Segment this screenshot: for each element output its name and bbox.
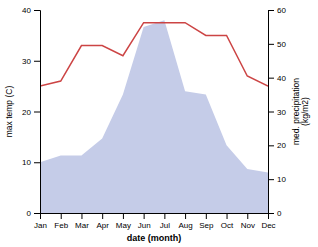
line	[40, 23, 268, 86]
tick-label: 0	[277, 209, 282, 218]
tick-mark	[268, 145, 274, 146]
tick: Mar	[75, 213, 89, 230]
tick-mark	[61, 213, 62, 219]
tick: Jan	[34, 213, 47, 230]
tick: 10	[22, 158, 40, 167]
chart: JanFebMarAprMayJunJulAugSepOctNovDec0102…	[0, 0, 318, 247]
tick: Sep	[199, 213, 214, 230]
tick: Jul	[160, 213, 170, 230]
tick-mark	[34, 10, 40, 11]
tick: Jun	[138, 213, 151, 230]
axis-domain	[41, 214, 269, 220]
tick: Nov	[241, 213, 255, 230]
tick-label: 60	[277, 6, 286, 15]
tick-label: May	[116, 221, 131, 230]
y-axis: 0 10 20 30 40	[22, 6, 40, 218]
tick: 0	[268, 209, 282, 218]
tick-mark	[268, 44, 274, 45]
tick: 10	[268, 175, 286, 184]
tick: 30	[22, 57, 40, 66]
tick: Apr	[96, 213, 109, 230]
tick-label: Jun	[138, 221, 151, 230]
tick-mark	[164, 213, 165, 219]
tick-mark	[34, 112, 40, 113]
tick-label: Oct	[221, 221, 234, 230]
tick-label: 30	[22, 57, 31, 66]
marks	[40, 20, 268, 213]
y2-axis-title: med. precipitation(kg/m2)	[291, 78, 310, 145]
tick: May	[116, 213, 131, 230]
tick-mark	[34, 213, 40, 214]
tick-label: 30	[277, 108, 286, 117]
plot: JanFebMarAprMayJunJulAugSepOctNovDec0102…	[4, 6, 310, 243]
tick-mark	[206, 213, 207, 219]
tick-label: 40	[22, 6, 31, 15]
x-axis-title: date (month)	[127, 233, 182, 243]
x-axis: Jan Feb Mar Apr May Jun Jul Aug Sep Oct Nov Dec	[34, 213, 276, 230]
tick: 20	[22, 108, 40, 117]
tick-mark	[185, 213, 186, 219]
tick: 50	[268, 40, 286, 49]
tick: Dec	[261, 213, 275, 230]
tick-label: Jan	[34, 221, 47, 230]
tick-mark	[102, 213, 103, 219]
y2-axis: 0 10 20 30 40 50 60	[268, 6, 286, 218]
tick: Aug	[178, 213, 192, 230]
tick-mark	[268, 112, 274, 113]
tick-label: 20	[277, 141, 286, 150]
tick: 30	[268, 108, 286, 117]
tick-label: Apr	[96, 221, 109, 230]
axis-domain	[269, 11, 275, 214]
tick-label: 50	[277, 40, 286, 49]
tick: 60	[268, 6, 286, 15]
tick-label: Jul	[160, 221, 170, 230]
tick: 0	[27, 209, 40, 218]
tick-mark	[144, 213, 145, 219]
tick-label: Mar	[75, 221, 89, 230]
tick-label: 20	[22, 108, 31, 117]
tick-label: Sep	[199, 221, 214, 230]
tick-label: 40	[277, 74, 286, 83]
tick: 40	[22, 6, 40, 15]
tick-label: Feb	[54, 221, 68, 230]
tick: 20	[268, 141, 286, 150]
tick-label: Aug	[178, 221, 192, 230]
tick-mark	[268, 78, 274, 79]
tick-label: Dec	[261, 221, 275, 230]
tick-mark	[123, 213, 124, 219]
tick-label: Nov	[241, 221, 255, 230]
tick-mark	[34, 61, 40, 62]
tick-label: 0	[27, 209, 32, 218]
area	[40, 20, 268, 213]
tick-label: 10	[277, 175, 286, 184]
y2-axis-title-line: (kg/m2)	[300, 97, 310, 126]
axis-domain	[34, 11, 41, 214]
tick: 40	[268, 74, 286, 83]
tick-mark	[268, 179, 274, 180]
tick-mark	[268, 213, 274, 214]
tick-mark	[227, 213, 228, 219]
tick-mark	[247, 213, 248, 219]
tick-label: 10	[22, 158, 31, 167]
tick: Feb	[54, 213, 68, 230]
tick: Oct	[221, 213, 234, 230]
tick-mark	[268, 10, 274, 11]
tick-mark	[34, 162, 40, 163]
y-axis-title: max temp (C)	[4, 86, 14, 138]
tick-mark	[81, 213, 82, 219]
